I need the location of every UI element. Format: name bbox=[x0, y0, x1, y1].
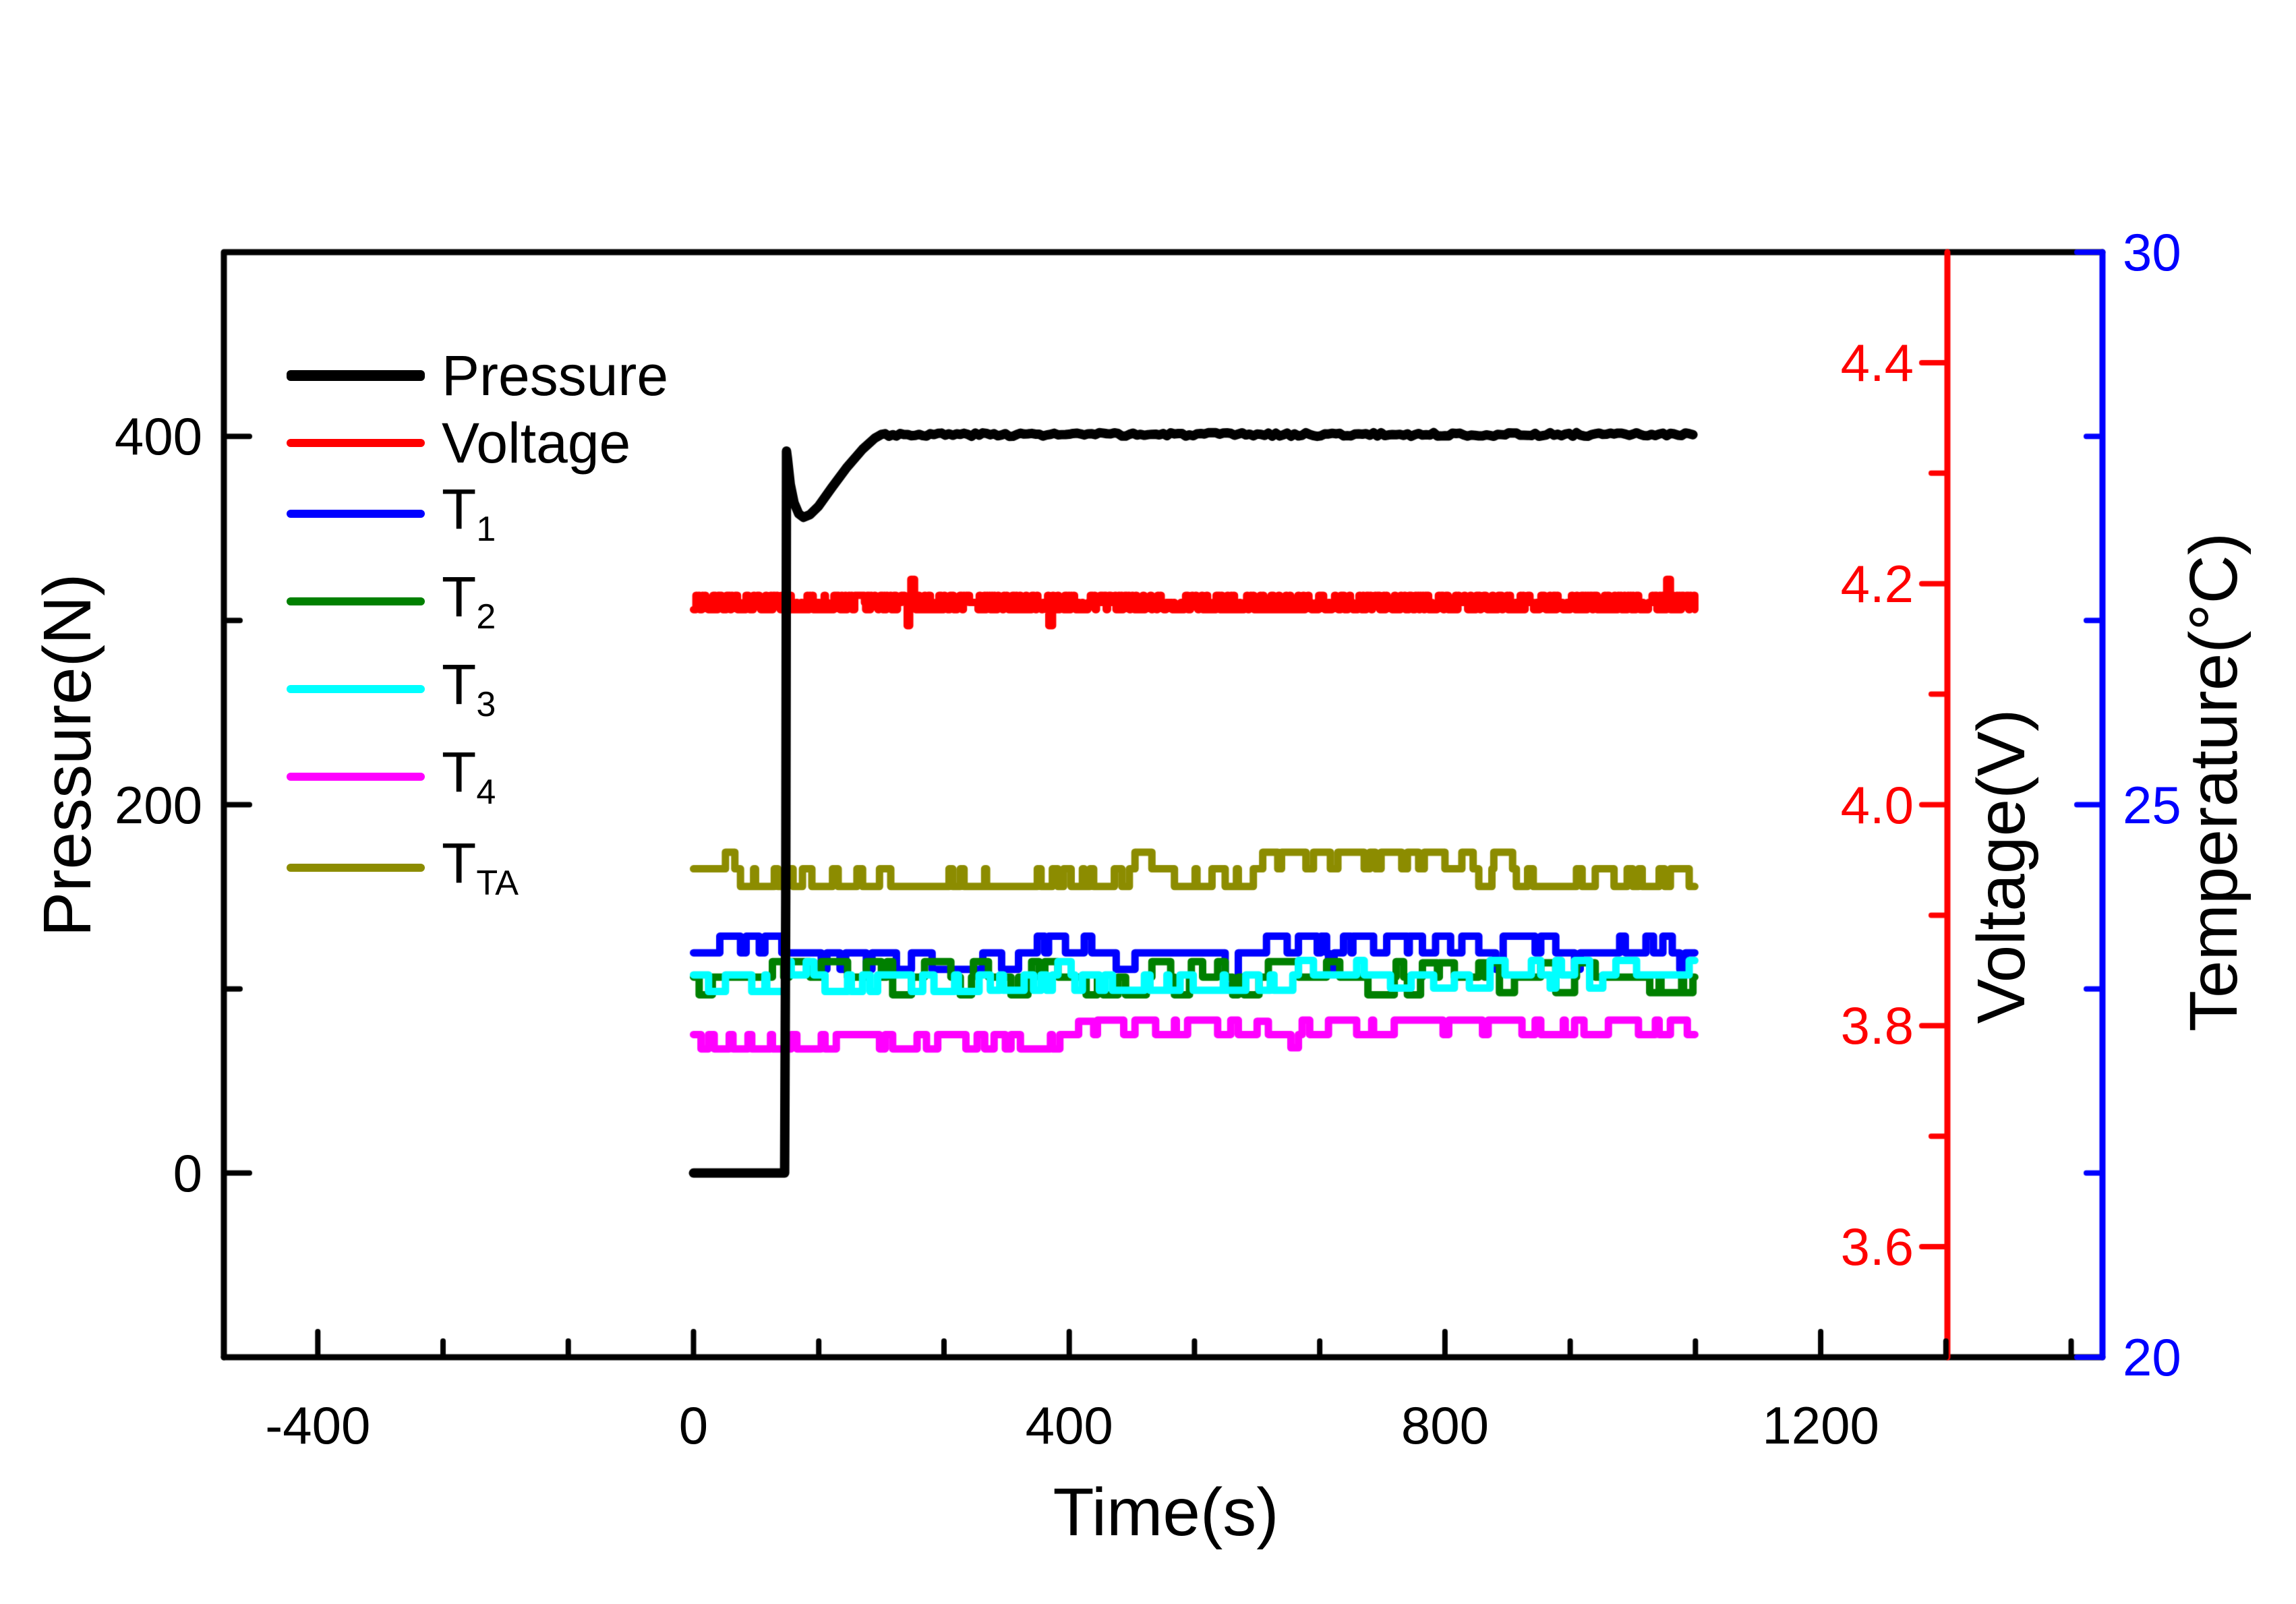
voltage-tick-label: 3.6 bbox=[1840, 1217, 1914, 1277]
legend-line-pressure bbox=[287, 370, 425, 381]
legend-label-t2: T2 bbox=[442, 565, 496, 636]
x-tick-label: 0 bbox=[678, 1396, 709, 1455]
legend-line-t3 bbox=[287, 685, 425, 693]
legend-label-tta: TTA bbox=[442, 831, 519, 903]
x-tick-label: 800 bbox=[1401, 1396, 1489, 1455]
temperature-tick-label: 20 bbox=[2123, 1328, 2181, 1387]
pressure-tick-label: 200 bbox=[114, 775, 202, 835]
time-axis-title: Time(s) bbox=[1053, 1475, 1279, 1550]
pressure-axis-title: Pressure(N) bbox=[30, 573, 105, 937]
pressure-tick-label: 400 bbox=[114, 407, 202, 467]
voltage-axis-title: Voltage(V) bbox=[1964, 709, 2039, 1024]
legend-label-pressure: Pressure bbox=[442, 344, 669, 407]
legend-line-voltage bbox=[287, 439, 425, 447]
voltage-tick-label: 4.4 bbox=[1840, 332, 1914, 392]
legend-label-t3: T3 bbox=[442, 653, 496, 724]
x-tick-label: 1200 bbox=[1762, 1396, 1879, 1455]
voltage-tick-label: 3.8 bbox=[1840, 996, 1914, 1056]
temperature-tick-label: 25 bbox=[2123, 775, 2181, 835]
legend-line-t1 bbox=[287, 510, 425, 518]
legend-line-t2 bbox=[287, 597, 425, 605]
pressure-tick-label: 0 bbox=[173, 1143, 202, 1203]
temperature-axis-title: Temperature(°C) bbox=[2176, 532, 2251, 1032]
voltage-tick-label: 4.0 bbox=[1840, 775, 1914, 835]
x-tick-label: 400 bbox=[1025, 1396, 1113, 1455]
x-tick-label: -400 bbox=[265, 1396, 371, 1455]
temperature-tick-label: 30 bbox=[2123, 222, 2181, 282]
legend-line-t4 bbox=[287, 773, 425, 781]
legend-label-t1: T1 bbox=[442, 477, 496, 549]
legend-label-t4: T4 bbox=[442, 740, 496, 812]
legend-label-voltage: Voltage bbox=[442, 411, 631, 475]
voltage-tick-label: 4.2 bbox=[1840, 554, 1914, 614]
legend-line-tta bbox=[287, 864, 425, 872]
